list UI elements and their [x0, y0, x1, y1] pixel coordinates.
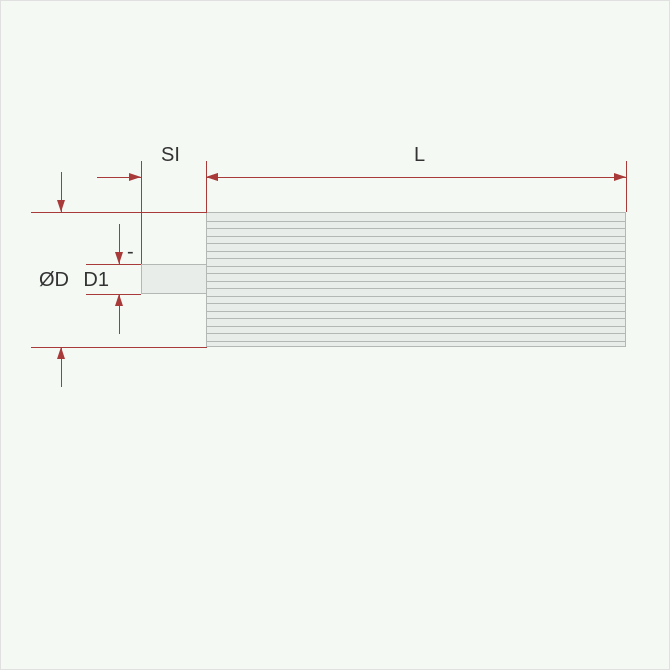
cylinder-body: [206, 212, 626, 347]
d1-dash: -: [127, 241, 134, 264]
cylinder-hatch: [207, 213, 625, 346]
shaft-stub: [141, 264, 206, 294]
d-arrow-down: [57, 200, 65, 212]
l-extension-right: [626, 161, 627, 212]
l-label: L: [414, 144, 425, 167]
l-arrow-right: [614, 173, 626, 181]
d-label: ØD: [39, 269, 69, 292]
d-arrow-up: [57, 347, 65, 359]
si-label: SI: [161, 144, 180, 167]
si-arrow-to-right: [129, 173, 141, 181]
l-dimension-line: [206, 177, 626, 178]
l-arrow-left: [206, 173, 218, 181]
d1-label: D1: [83, 269, 109, 292]
diagram-canvas: SI L D1 - ØD: [0, 0, 670, 670]
d1-extension-bottom: [86, 294, 141, 295]
si-extension-right: [206, 161, 207, 212]
d1-arrow-down: [115, 252, 123, 264]
d-extension-top: [31, 212, 207, 213]
d1-arrow-up: [115, 294, 123, 306]
d1-extension-top: [86, 264, 141, 265]
